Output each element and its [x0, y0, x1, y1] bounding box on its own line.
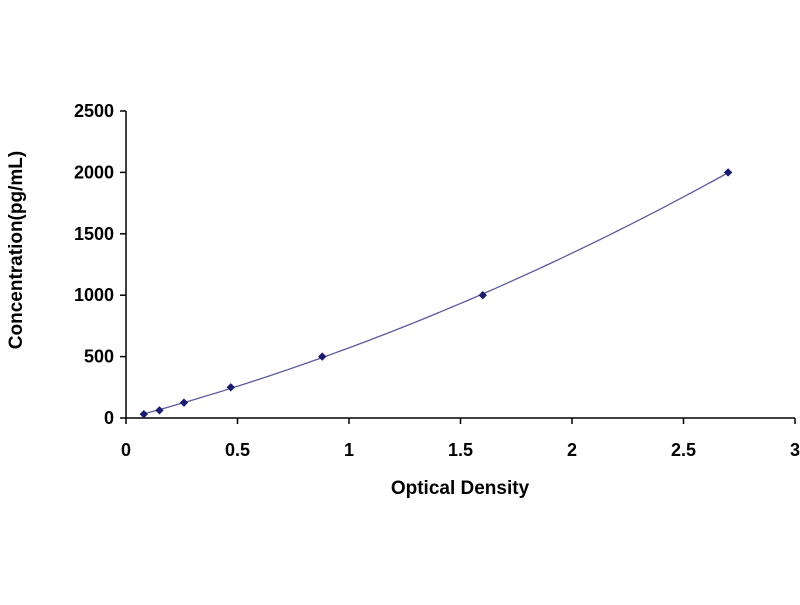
data-point	[478, 291, 487, 300]
y-tick-label: 2500	[74, 101, 114, 121]
fit-curve-layer	[143, 172, 729, 415]
x-tick-label: 0.5	[225, 440, 250, 460]
data-point	[318, 352, 327, 361]
x-tick-label: 2.5	[671, 440, 696, 460]
axes	[120, 110, 796, 424]
data-point	[179, 398, 189, 407]
y-tick-label: 0	[104, 408, 114, 428]
y-tick-label: 2000	[74, 162, 114, 182]
y-tick-label: 500	[84, 347, 114, 367]
fit-curve-line	[143, 172, 729, 415]
x-tick-label: 1	[344, 440, 354, 460]
data-point	[139, 409, 149, 419]
x-tick-label: 0	[121, 440, 131, 460]
x-axis-title: Optical Density	[391, 478, 530, 499]
tick-labels-layer: 0 500 1000 1500 2000 2500 0 0.5 1 1.5 2 2.5 3	[74, 101, 800, 460]
x-tick-label: 2	[567, 440, 577, 460]
y-axis-title: Concentration(pg/mL)	[6, 151, 27, 349]
x-tick-label: 3	[790, 440, 800, 460]
data-point	[226, 383, 236, 392]
y-tick-label: 1500	[74, 224, 114, 244]
y-tick-label: 1000	[74, 285, 114, 305]
data-point	[723, 168, 733, 177]
data-point	[155, 406, 164, 415]
data-points-layer	[139, 168, 733, 419]
x-tick-label: 1.5	[448, 440, 473, 460]
